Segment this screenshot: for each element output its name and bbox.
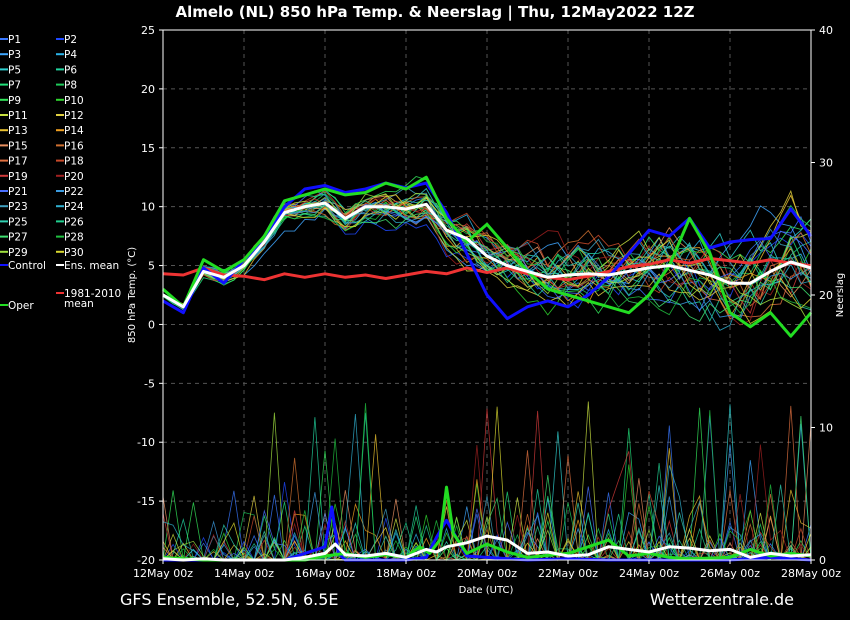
- legend-label-p24: P24: [64, 201, 84, 213]
- legend-label-p8: P8: [64, 80, 77, 92]
- legend-label-p12: P12: [64, 110, 84, 122]
- footer-site: Wetterzentrale.de: [650, 590, 794, 609]
- legend-label-p25: P25: [8, 216, 28, 228]
- series-oper: [162, 175, 813, 338]
- y2-tick-label-4: 0: [819, 554, 826, 567]
- legend-label-control: Control: [8, 260, 46, 272]
- y-tick-label-1: 20: [141, 83, 155, 96]
- legend-label-p4: P4: [64, 49, 77, 61]
- y2-tick-label-3: 10: [819, 422, 833, 435]
- member-temp-p27: [162, 203, 812, 322]
- y-tick-label-2: 15: [141, 142, 155, 155]
- x-tick-label-3: 18May 00z: [376, 567, 436, 580]
- x-tick-label-5: 22May 00z: [538, 567, 598, 580]
- y2-axis-label: Neerslag: [835, 273, 846, 317]
- y-tick-label-4: 5: [148, 260, 155, 273]
- y-tick-label-7: -10: [137, 436, 155, 449]
- legend-label-p29: P29: [8, 247, 28, 259]
- legend-label-p21: P21: [8, 186, 28, 198]
- y2-tick-label-1: 30: [819, 157, 833, 170]
- legend-label-p23: P23: [8, 201, 28, 213]
- member-temp-p22: [162, 201, 812, 321]
- legend-label-p1: P1: [8, 34, 21, 46]
- legend: P1 P2 P3 P4 P5 P6 P7 P8 P9 P10 P11 P12 P13 P14 P15 P16 P…: [0, 34, 121, 312]
- x-tick-label-8: 28May 00z: [781, 567, 841, 580]
- legend-label-p18: P18: [64, 156, 84, 168]
- x-axis: 12May 00z 14May 00z 16May 00z 18May 00z 20Ma…: [133, 560, 841, 580]
- legend-label-p7: P7: [8, 80, 21, 92]
- x-axis-label: Date (UTC): [459, 585, 514, 596]
- legend-label-p22: P22: [64, 186, 84, 198]
- legend-label-p10: P10: [64, 95, 84, 107]
- legend-label-p6: P6: [64, 64, 77, 76]
- y-tick-label-5: 0: [148, 318, 155, 331]
- legend-label-p3: P3: [8, 49, 21, 61]
- y-tick-label-3: 10: [141, 201, 155, 214]
- legend-label-p20: P20: [64, 171, 84, 183]
- legend-label-p9: P9: [8, 95, 21, 107]
- member-temp-p4: [162, 194, 812, 311]
- x-tick-label-0: 12May 00z: [133, 567, 193, 580]
- x-tick-label-7: 26May 00z: [700, 567, 760, 580]
- chart-title: Almelo (NL) 850 hPa Temp. & Neerslag | T…: [175, 3, 694, 22]
- series-oper-precip: [162, 485, 812, 562]
- y-axis-right: 40 30 20 10 0: [811, 24, 833, 567]
- legend-label-p28: P28: [64, 232, 84, 244]
- legend-label-oper: Oper: [8, 300, 34, 312]
- legend-label-climatology-line2: mean: [64, 298, 94, 310]
- x-tick-label-4: 20May 00z: [457, 567, 517, 580]
- y-axis-left: 25 20 15 10 5 0 -5 -10 -15 -20: [137, 24, 163, 567]
- x-tick-label-6: 24May 00z: [619, 567, 679, 580]
- legend-label-p19: P19: [8, 171, 28, 183]
- member-precip-p23: [163, 496, 811, 562]
- legend-label-ens-mean: Ens. mean: [64, 260, 119, 272]
- legend-label-climatology: 1981-2010 mean: [64, 288, 121, 310]
- legend-label-p15: P15: [8, 140, 28, 152]
- legend-label-p27: P27: [8, 232, 28, 244]
- legend-label-climatology-line1: 1981-2010: [64, 288, 121, 300]
- series-1981-2010-mean: [162, 257, 812, 282]
- series-ens-mean: [162, 201, 812, 309]
- legend-label-p13: P13: [8, 125, 28, 137]
- y-axis-label: 850 hPa Temp. (°C): [127, 247, 138, 343]
- y2-tick-label-2: 20: [819, 289, 833, 302]
- footer-source: GFS Ensemble, 52.5N, 6.5E: [120, 590, 339, 609]
- y-tick-label-9: -20: [137, 554, 155, 567]
- legend-label-p5: P5: [8, 64, 21, 76]
- y2-tick-label-0: 40: [819, 24, 833, 37]
- legend-label-p2: P2: [64, 34, 77, 46]
- y-tick-label-6: -5: [144, 377, 155, 390]
- y-tick-label-0: 25: [141, 24, 155, 37]
- x-tick-label-1: 14May 00z: [214, 567, 274, 580]
- legend-label-p11: P11: [8, 110, 28, 122]
- legend-label-p26: P26: [64, 216, 84, 228]
- legend-label-p30: P30: [64, 247, 84, 259]
- legend-label-p14: P14: [64, 125, 84, 137]
- legend-label-p16: P16: [64, 140, 84, 152]
- y-tick-label-8: -15: [137, 495, 155, 508]
- x-tick-label-2: 16May 00z: [295, 567, 355, 580]
- legend-label-p17: P17: [8, 156, 28, 168]
